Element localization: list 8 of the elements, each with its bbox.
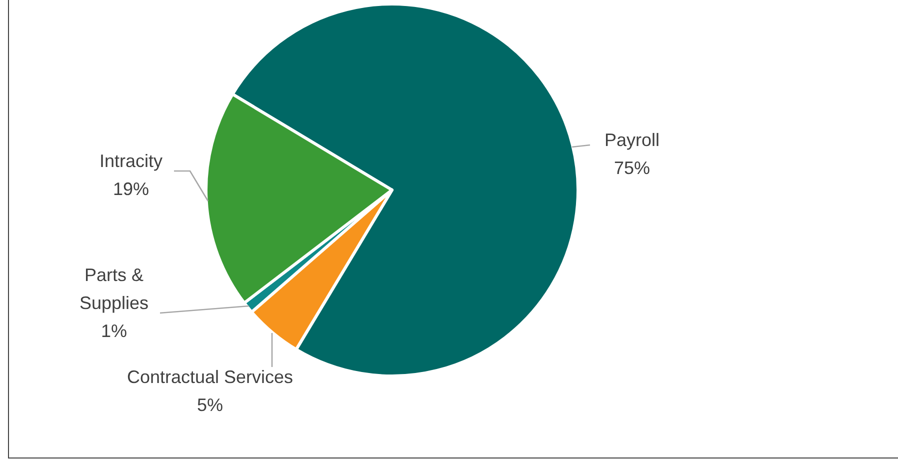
slice-label: Parts & Supplies [79,265,149,313]
data-label: 5% [196,395,224,415]
data-label: 1% [100,321,128,341]
slice-label: Intracity [99,151,163,171]
data-label: 19% [112,179,150,199]
slice-label: Payroll [604,130,660,150]
data-label: 75% [614,158,650,178]
slice-label: Contractual Services [126,367,294,387]
